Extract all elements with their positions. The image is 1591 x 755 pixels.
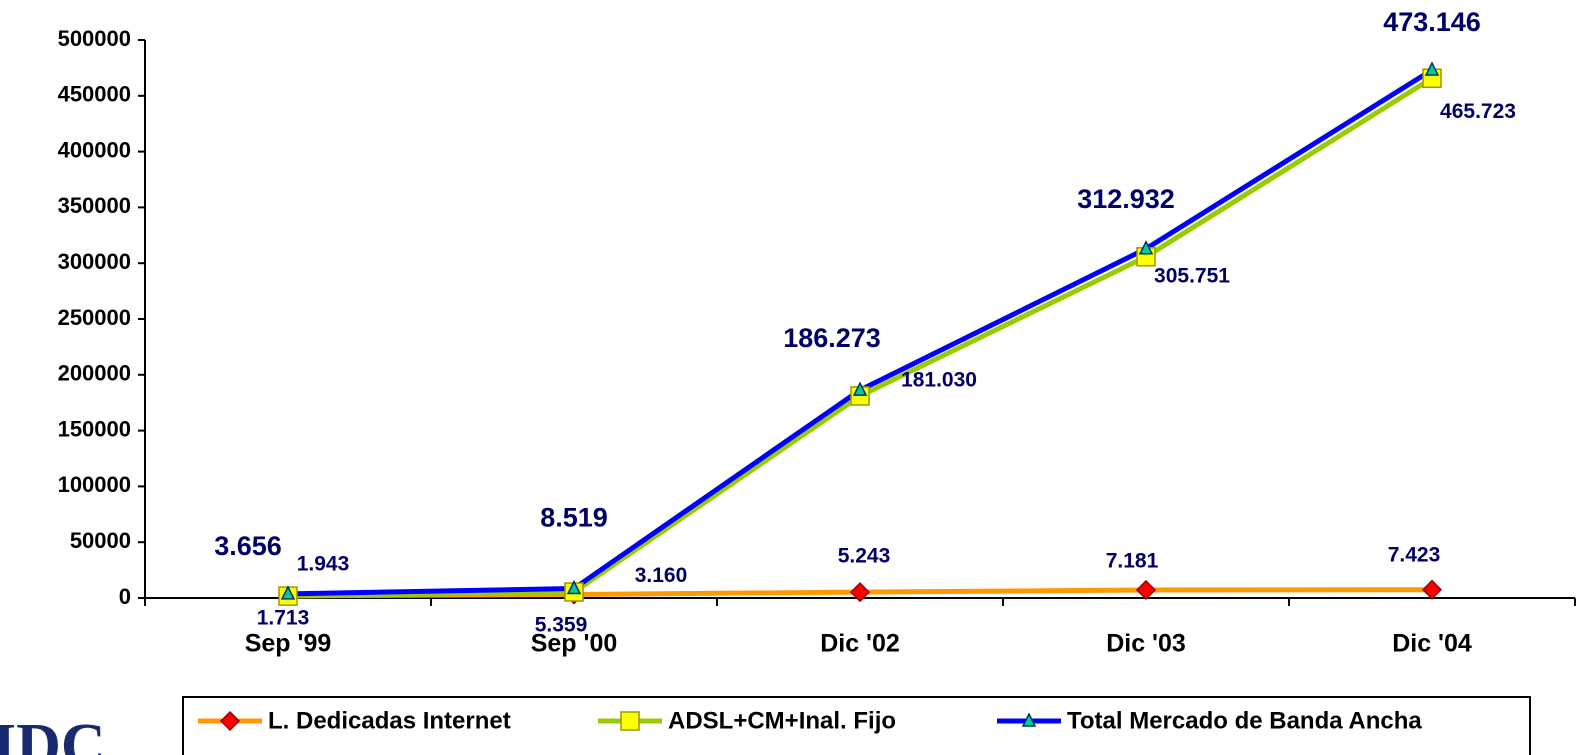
data-label: 3.656 [214, 531, 282, 561]
data-label: 3.160 [635, 564, 688, 587]
marker [849, 582, 871, 603]
marker [620, 711, 640, 731]
data-label: 186.273 [783, 323, 881, 353]
data-label: 181.030 [901, 369, 977, 392]
y-tick-label: 250000 [58, 305, 131, 330]
y-tick-label: 450000 [58, 82, 131, 107]
data-label: 1.713 [257, 607, 310, 630]
y-tick-label: 200000 [58, 361, 131, 386]
x-tick-label: Dic '03 [1106, 630, 1186, 658]
marker [852, 381, 868, 396]
legend-label: Total Mercado de Banda Ancha [1067, 707, 1422, 734]
marker [219, 710, 241, 732]
marker [1138, 240, 1154, 255]
data-label: 1.943 [297, 552, 350, 575]
logo: IDC [0, 712, 106, 755]
y-tick-label: 50000 [70, 528, 131, 553]
y-tick-label: 350000 [58, 193, 131, 218]
x-tick-label: Sep '99 [245, 630, 332, 658]
marker [1135, 579, 1157, 601]
y-tick-label: 400000 [58, 137, 131, 162]
data-label: 305.751 [1154, 264, 1230, 287]
data-label: 5.359 [535, 614, 588, 637]
y-tick-label: 500000 [58, 26, 131, 51]
data-label: 5.243 [838, 545, 891, 568]
data-label: 7.181 [1106, 550, 1159, 573]
x-tick-label: Dic '02 [820, 630, 900, 658]
legend-box [182, 696, 1531, 755]
legend-label: L. Dedicadas Internet [268, 707, 511, 734]
y-tick-label: 0 [119, 584, 131, 609]
y-tick-label: 150000 [58, 416, 131, 441]
data-label: 473.146 [1383, 7, 1481, 37]
marker [566, 579, 582, 595]
marker [280, 585, 296, 600]
data-label: 312.932 [1077, 184, 1175, 214]
x-tick-label: Dic '04 [1392, 630, 1472, 658]
marker [1021, 712, 1037, 727]
y-tick-label: 300000 [58, 249, 131, 274]
legend-label: ADSL+CM+Inal. Fijo [668, 707, 896, 734]
data-label: 7.423 [1388, 543, 1441, 566]
marker [1421, 579, 1443, 600]
y-tick-label: 100000 [58, 472, 131, 497]
data-label: 8.519 [540, 503, 608, 533]
x-tick-label: Sep '00 [531, 630, 618, 658]
marker [1424, 61, 1440, 76]
data-label: 465.723 [1440, 100, 1516, 123]
